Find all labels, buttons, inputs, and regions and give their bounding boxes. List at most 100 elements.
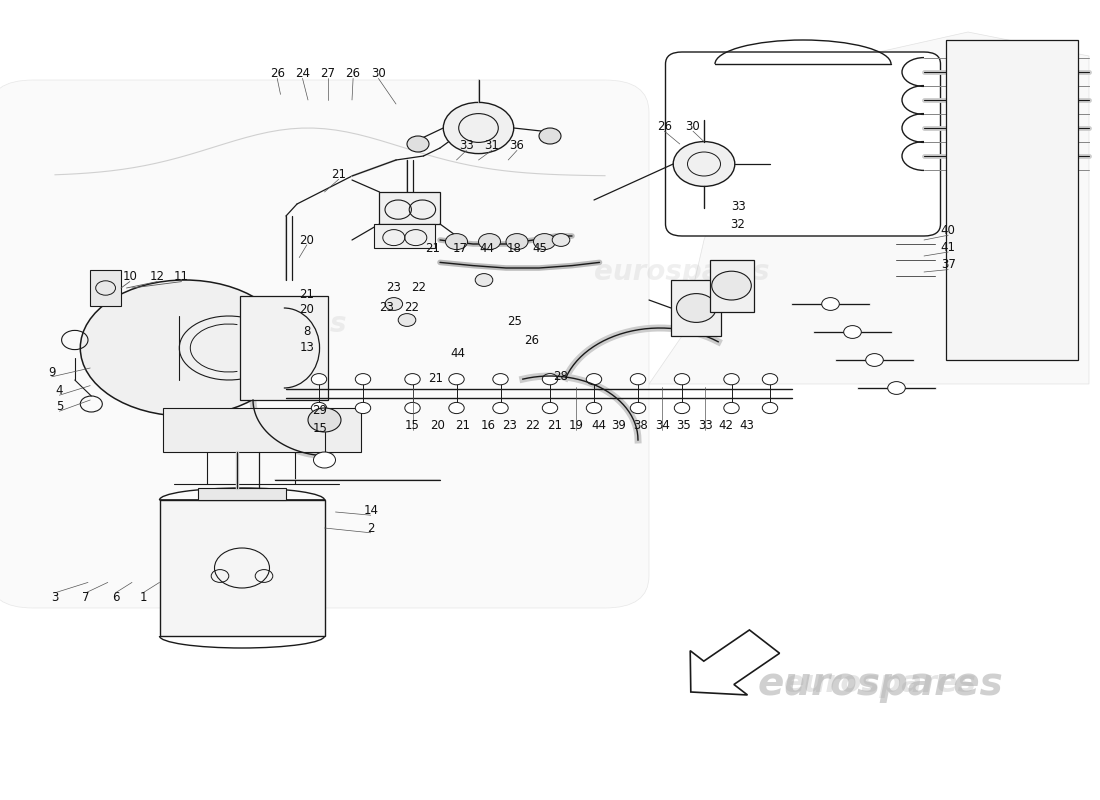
Text: 26: 26 (345, 67, 361, 80)
Text: 45: 45 (532, 242, 548, 254)
Circle shape (355, 402, 371, 414)
Circle shape (542, 402, 558, 414)
Circle shape (630, 374, 646, 385)
Text: eurospares: eurospares (594, 258, 770, 286)
Text: 21: 21 (331, 168, 346, 181)
Text: 4: 4 (56, 384, 63, 397)
Text: 33: 33 (730, 200, 746, 213)
Text: 23: 23 (386, 281, 402, 294)
Text: 20: 20 (299, 303, 315, 316)
Text: eurospares: eurospares (783, 670, 977, 698)
Circle shape (398, 314, 416, 326)
Text: 15: 15 (405, 419, 420, 432)
Text: 13: 13 (299, 341, 315, 354)
Circle shape (844, 326, 861, 338)
Ellipse shape (80, 280, 289, 416)
Text: 11: 11 (174, 270, 189, 282)
Bar (163, 408, 361, 452)
Circle shape (586, 402, 602, 414)
Circle shape (542, 374, 558, 385)
Text: 17: 17 (452, 242, 468, 254)
Text: 2: 2 (367, 522, 374, 534)
Bar (379, 192, 440, 224)
Circle shape (630, 402, 646, 414)
Text: 30: 30 (371, 67, 386, 80)
Text: 10: 10 (122, 270, 138, 282)
Circle shape (676, 294, 716, 322)
Circle shape (674, 374, 690, 385)
Circle shape (405, 374, 420, 385)
Text: 22: 22 (525, 419, 540, 432)
Text: 36: 36 (509, 139, 525, 152)
Circle shape (449, 402, 464, 414)
Text: 21: 21 (428, 372, 443, 385)
Text: 23: 23 (378, 301, 394, 314)
Text: 38: 38 (632, 419, 648, 432)
Text: 40: 40 (940, 224, 956, 237)
Text: 5: 5 (56, 400, 63, 413)
Circle shape (762, 402, 778, 414)
Text: 44: 44 (480, 242, 495, 254)
Text: 34: 34 (654, 419, 670, 432)
Bar (710, 260, 754, 312)
Text: 27: 27 (320, 67, 336, 80)
Text: 30: 30 (685, 120, 701, 133)
Text: 21: 21 (425, 242, 440, 254)
Circle shape (443, 102, 514, 154)
Circle shape (822, 298, 839, 310)
Circle shape (673, 142, 735, 186)
Circle shape (308, 408, 341, 432)
Polygon shape (690, 630, 780, 695)
Circle shape (552, 234, 570, 246)
Text: 35: 35 (675, 419, 691, 432)
Text: 26: 26 (657, 120, 672, 133)
Text: 21: 21 (299, 288, 315, 301)
Circle shape (888, 382, 905, 394)
Circle shape (724, 374, 739, 385)
Circle shape (674, 402, 690, 414)
Bar (946, 40, 1078, 360)
Circle shape (475, 274, 493, 286)
Circle shape (449, 374, 464, 385)
Text: 20: 20 (299, 234, 315, 246)
Circle shape (586, 374, 602, 385)
Text: 22: 22 (411, 281, 427, 294)
Text: 9: 9 (48, 366, 55, 378)
Circle shape (405, 402, 420, 414)
Circle shape (407, 136, 429, 152)
Text: 42: 42 (718, 419, 734, 432)
Circle shape (534, 234, 556, 250)
Text: 23: 23 (502, 419, 517, 432)
Text: 25: 25 (507, 315, 522, 328)
Text: 21: 21 (455, 419, 471, 432)
Text: 24: 24 (295, 67, 310, 80)
Circle shape (478, 234, 500, 250)
Text: 18: 18 (506, 242, 521, 254)
Text: 26: 26 (524, 334, 539, 346)
Circle shape (712, 271, 751, 300)
FancyBboxPatch shape (666, 52, 940, 236)
Bar (240, 296, 328, 400)
Text: 28: 28 (553, 370, 569, 382)
Text: 3: 3 (52, 591, 58, 604)
Polygon shape (649, 32, 1089, 384)
Text: 20: 20 (430, 419, 446, 432)
Text: eurospares: eurospares (757, 665, 1003, 703)
Text: 14: 14 (363, 504, 378, 517)
Circle shape (493, 402, 508, 414)
Text: 26: 26 (270, 67, 285, 80)
Text: 32: 32 (730, 218, 746, 230)
Text: 44: 44 (591, 419, 606, 432)
Text: 8: 8 (304, 325, 310, 338)
Text: 7: 7 (82, 591, 89, 604)
Circle shape (446, 234, 468, 250)
Text: 33: 33 (697, 419, 713, 432)
Text: 19: 19 (569, 419, 584, 432)
Text: 31: 31 (484, 139, 499, 152)
Bar (90, 270, 121, 306)
Text: 41: 41 (940, 241, 956, 254)
Circle shape (539, 128, 561, 144)
FancyBboxPatch shape (0, 80, 649, 608)
Bar (160, 500, 324, 636)
Text: 12: 12 (150, 270, 165, 282)
